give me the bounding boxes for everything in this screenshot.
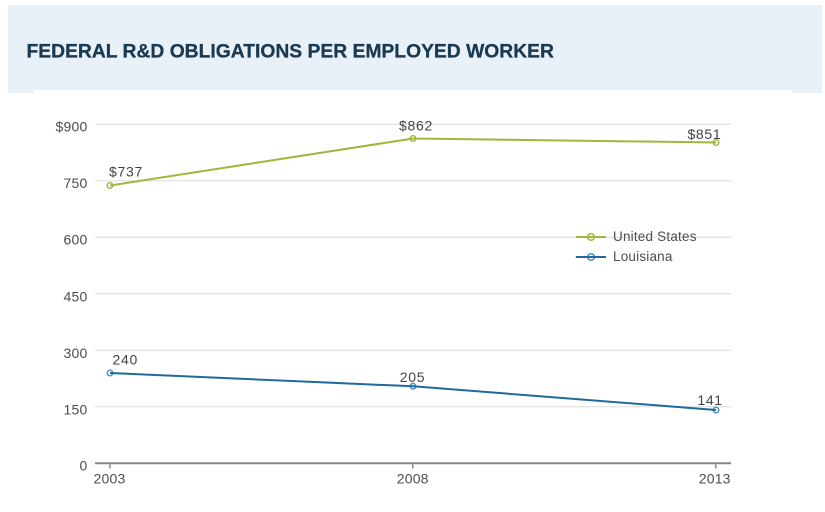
- svg-text:2003: 2003: [94, 471, 126, 487]
- svg-text:$851: $851: [687, 126, 721, 142]
- svg-text:600: 600: [64, 232, 88, 248]
- svg-text:United States: United States: [613, 229, 697, 244]
- svg-text:240: 240: [113, 351, 138, 367]
- svg-text:$862: $862: [399, 118, 433, 134]
- svg-text:2013: 2013: [699, 471, 731, 487]
- svg-text:150: 150: [64, 401, 88, 417]
- svg-text:0: 0: [80, 458, 88, 474]
- svg-text:2008: 2008: [397, 471, 429, 487]
- svg-text:300: 300: [64, 345, 88, 361]
- svg-text:750: 750: [64, 175, 88, 191]
- svg-text:450: 450: [64, 288, 88, 304]
- svg-text:FEDERAL R&D OBLIGATIONS PER EM: FEDERAL R&D OBLIGATIONS PER EMPLOYED WOR…: [27, 42, 554, 63]
- svg-text:141: 141: [697, 392, 722, 408]
- svg-text:$900: $900: [56, 119, 88, 135]
- svg-text:$737: $737: [109, 164, 143, 180]
- svg-text:Louisiana: Louisiana: [613, 249, 673, 264]
- svg-text:205: 205: [400, 369, 425, 385]
